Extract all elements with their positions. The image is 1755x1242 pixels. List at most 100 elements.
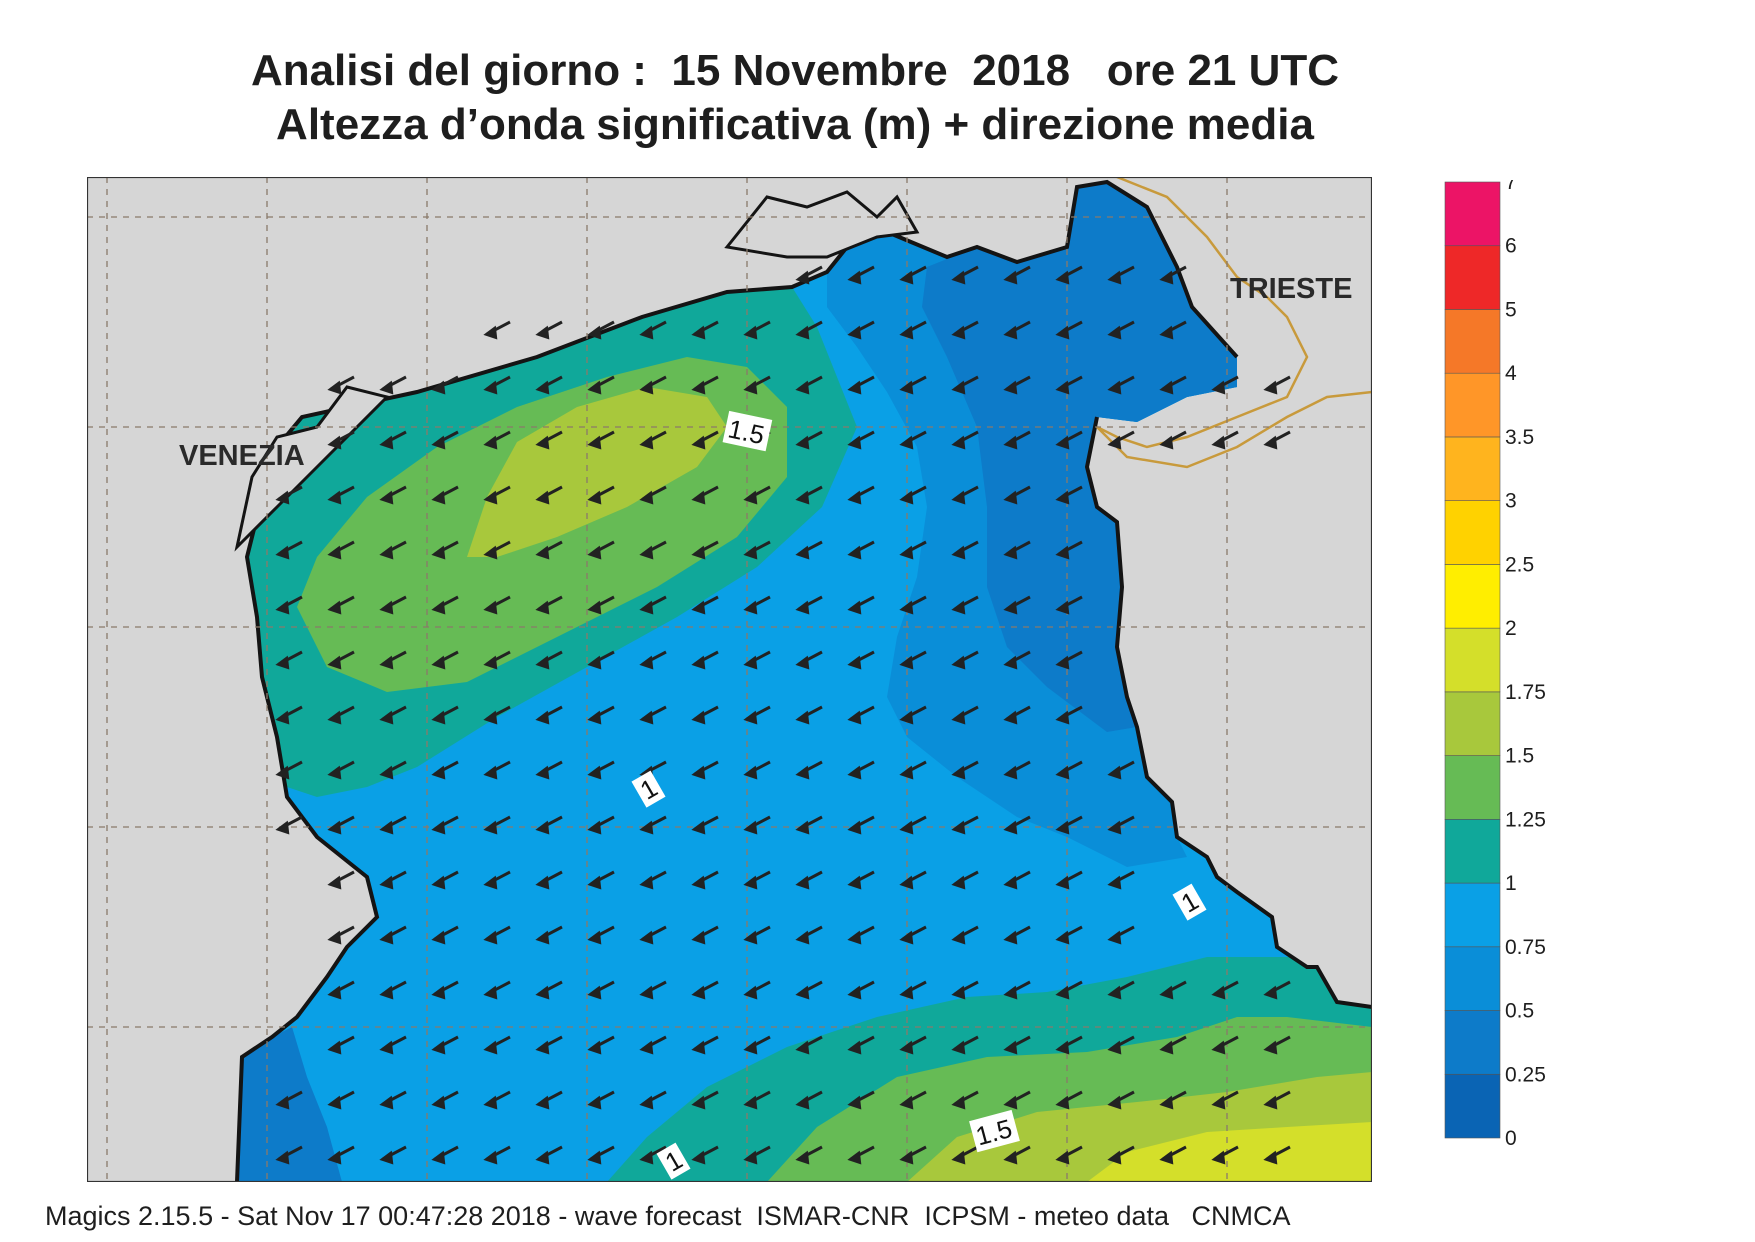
- wave-arrow-head: [639, 820, 654, 835]
- wave-arrow-head: [1003, 1095, 1018, 1110]
- colorbar-block: [1444, 882, 1501, 948]
- wave-arrow-head: [1003, 270, 1018, 285]
- wave-arrow-head: [951, 490, 966, 505]
- wave-arrow-head: [951, 820, 966, 835]
- wave-arrow-head: [639, 490, 654, 505]
- wave-arrow-head: [431, 655, 446, 670]
- wave-arrow-head: [483, 600, 498, 615]
- wave-arrow-head: [951, 1095, 966, 1110]
- contour-label: 1: [631, 770, 666, 808]
- wave-arrow-head: [1107, 930, 1122, 945]
- wave-arrow-head: [639, 710, 654, 725]
- wave-arrow-head: [1211, 1095, 1226, 1110]
- wave-arrow-head: [691, 1095, 706, 1110]
- wave-arrow-head: [951, 930, 966, 945]
- wave-arrow-head: [847, 930, 862, 945]
- wave-arrow-head: [275, 1150, 290, 1165]
- wave-arrow-head: [431, 765, 446, 780]
- wave-arrow-head: [379, 600, 394, 615]
- wave-arrow-head: [795, 985, 810, 1000]
- svg-text:1.5: 1.5: [726, 413, 768, 450]
- wave-arrow-head: [1055, 765, 1070, 780]
- wave-arrow-head: [1003, 655, 1018, 670]
- wave-arrow-head: [899, 710, 914, 725]
- wave-arrow-head: [1003, 985, 1018, 1000]
- wave-arrow-head: [587, 490, 602, 505]
- wave-arrow-head: [327, 985, 342, 1000]
- wave-arrow-head: [691, 875, 706, 890]
- wave-arrow-head: [795, 270, 810, 285]
- wave-arrow-head: [587, 380, 602, 395]
- wave-arrow-head: [1263, 985, 1278, 1000]
- wave-arrow-head: [899, 875, 914, 890]
- wave-arrow-head: [431, 490, 446, 505]
- wave-arrow-head: [795, 545, 810, 560]
- colorbar-legend: 0 0.25 0.5 0.75 1 1.25 1.5 1.75 2 2.5 3 3.5 4 5 6 7: [1444, 180, 1546, 1150]
- wave-arrow-head: [379, 380, 394, 395]
- wave-arrow-head: [691, 765, 706, 780]
- wave-arrow-head: [327, 1095, 342, 1110]
- wave-arrow-head: [327, 380, 342, 395]
- wave-arrow-head: [1003, 930, 1018, 945]
- wave-arrow-head: [743, 600, 758, 615]
- wave-arrow-head: [327, 600, 342, 615]
- wave-arrow-head: [1107, 325, 1122, 340]
- wave-arrow-head: [379, 930, 394, 945]
- wave-arrow-head: [951, 985, 966, 1000]
- wave-arrow-head: [899, 820, 914, 835]
- wave-arrow-head: [1263, 435, 1278, 450]
- wave-arrow-head: [691, 435, 706, 450]
- wave-arrow-head: [535, 875, 550, 890]
- wave-arrow-head: [899, 545, 914, 560]
- wave-arrow-head: [743, 710, 758, 725]
- wave-arrow-head: [1055, 435, 1070, 450]
- wave-arrow-head: [899, 380, 914, 395]
- wave-arrow-head: [431, 1150, 446, 1165]
- wave-arrow-head: [743, 380, 758, 395]
- wave-arrow-head: [951, 875, 966, 890]
- colorbar-label: 0.25: [1505, 1063, 1546, 1086]
- wave-arrow-head: [795, 435, 810, 450]
- wave-arrow-head: [379, 545, 394, 560]
- wave-arrow-head: [535, 1095, 550, 1110]
- wave-arrow-head: [691, 1040, 706, 1055]
- wave-arrow-head: [795, 325, 810, 340]
- wave-arrow-head: [327, 820, 342, 835]
- wave-arrow-head: [1055, 1040, 1070, 1055]
- wave-arrow-head: [691, 710, 706, 725]
- colorbar-label: 5: [1505, 298, 1517, 321]
- wave-arrow-head: [327, 490, 342, 505]
- wave-arrow-head: [1003, 325, 1018, 340]
- wave-arrow-head: [431, 930, 446, 945]
- colorbar-block: [1444, 819, 1501, 884]
- wave-arrow-head: [743, 545, 758, 560]
- wave-arrow-head: [847, 380, 862, 395]
- wave-arrow-head: [1159, 380, 1174, 395]
- wave-arrow-head: [327, 930, 342, 945]
- wave-arrow-head: [1211, 435, 1226, 450]
- wave-arrow-head: [1055, 1150, 1070, 1165]
- wave-arrow-head: [1107, 820, 1122, 835]
- wave-arrow-head: [1055, 600, 1070, 615]
- colorbar-label: 0.75: [1505, 936, 1546, 959]
- wave-arrow-head: [951, 270, 966, 285]
- wave-arrow-head: [743, 490, 758, 505]
- wave-arrow-head: [1159, 325, 1174, 340]
- map-frame: [87, 177, 1372, 1182]
- wave-arrow-head: [1055, 875, 1070, 890]
- wave-arrow-head: [639, 930, 654, 945]
- chart-subtitle: Altezza d’onda significativa (m) + direz…: [276, 100, 1314, 149]
- wave-arrow-head: [587, 710, 602, 725]
- wave-arrow-head: [483, 545, 498, 560]
- wave-arrow-head: [275, 1095, 290, 1110]
- wave-arrow-head: [327, 545, 342, 560]
- contour-label: 1.5: [722, 410, 773, 452]
- wave-arrow-head: [1055, 270, 1070, 285]
- wave-arrow-head: [847, 1040, 862, 1055]
- wave-arrow-head: [795, 1095, 810, 1110]
- wave-arrow-head: [743, 930, 758, 945]
- wave-arrow-head: [691, 820, 706, 835]
- wave-arrow-head: [743, 765, 758, 780]
- wave-arrow-head: [639, 985, 654, 1000]
- wave-arrow-head: [951, 380, 966, 395]
